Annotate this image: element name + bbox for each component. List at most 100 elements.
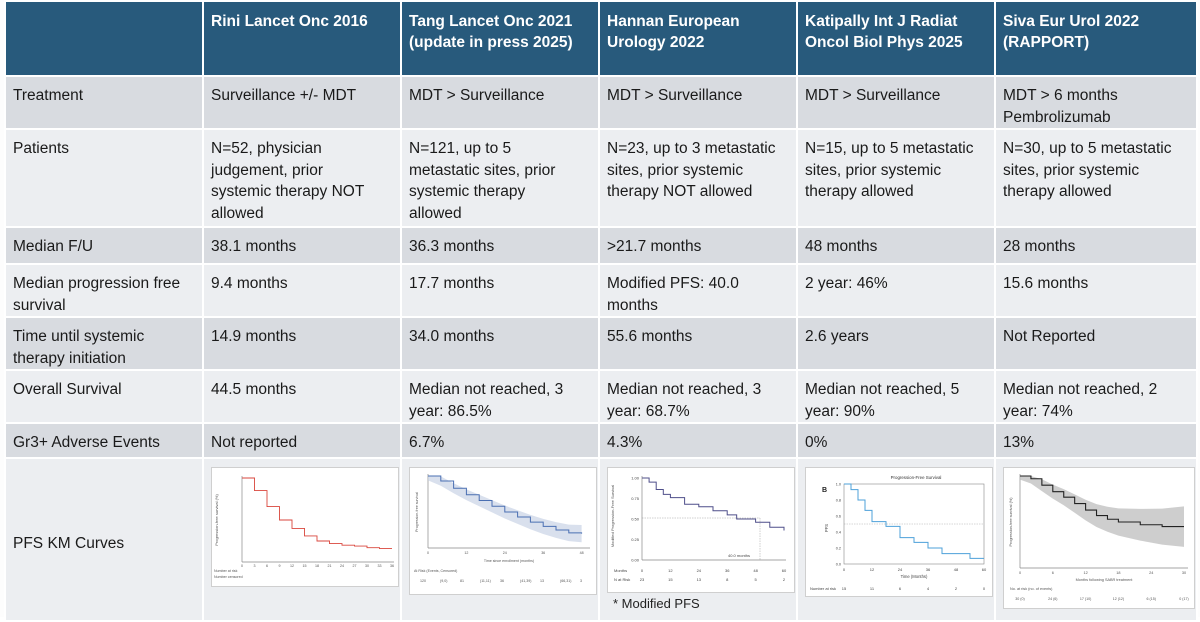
table-cell: 4.3% (598, 422, 798, 459)
risk-value: 0 (17) (1179, 597, 1188, 601)
table-cell: 48 months (796, 226, 996, 265)
tick-label: 12 (1083, 571, 1087, 575)
tick-label: 1.0 (836, 483, 841, 487)
table-cell: MDT > 6 months Pembrolizumab (994, 75, 1198, 130)
risk-value: 0 (983, 586, 986, 591)
table-cell: 34.0 months (400, 316, 600, 371)
table-cell: N=30, up to 5 metastatic sites, prior sy… (994, 128, 1198, 228)
risk-value: 8 (726, 577, 729, 582)
table-cell: 14.9 months (202, 316, 402, 371)
tick-label: 9 (279, 564, 281, 568)
risk-value: 36 (500, 579, 504, 583)
tick-label: 24 (503, 551, 507, 555)
table-cell: 55.6 months (598, 316, 798, 371)
modified-pfs-footnote: * Modified PFS (613, 596, 700, 611)
table-cell: 17.7 months (400, 263, 600, 318)
tick-label: 0.6 (836, 515, 841, 519)
km-cell-rini: Progression-free survival (%) 0 3 6 9 12 15 18… (202, 457, 402, 622)
table-row: Overall Survival 44.5 months Median not … (4, 369, 1198, 424)
tick-label: 0 (843, 567, 846, 572)
tick-label: 0.25 (631, 537, 640, 542)
row-label-patients: Patients (4, 128, 204, 228)
table-cell: Not Reported (994, 316, 1198, 371)
study-header-siva: Siva Eur Urol 2022 (RAPPORT) (994, 0, 1198, 77)
table-cell: 44.5 months (202, 369, 402, 424)
tick-label: 0.75 (631, 496, 640, 501)
risk-value: 30 (0) (1015, 597, 1024, 601)
risk-value: 2 (955, 586, 958, 591)
risk-value: 11 (870, 586, 875, 591)
axis-label-y: Modified Progression-Free Survival (610, 485, 615, 548)
tick-label: 15 (303, 564, 307, 568)
axis-label-x: Time since enrollment (months) (484, 559, 534, 563)
median-annotation: 40.0 months (728, 553, 750, 558)
table-cell: MDT > Surveillance (400, 75, 600, 130)
tick-label: 24 (697, 568, 702, 573)
table-cell: N=23, up to 3 metastatic sites, prior sy… (598, 128, 798, 228)
table-cell: Surveillance +/- MDT (202, 75, 402, 130)
table-cell: MDT > Surveillance (598, 75, 798, 130)
table-cell: 9.4 months (202, 263, 402, 318)
risk-value: 23 (640, 577, 645, 582)
risk-value: 13 (697, 577, 702, 582)
km-plot-rini: Progression-free survival (%) 0 3 6 9 12 15 18… (211, 467, 399, 587)
censored-label: Number censored (214, 575, 243, 579)
tick-label: 12 (668, 568, 673, 573)
risk-value: (41,39) (520, 579, 531, 583)
risk-value: 4 (927, 586, 930, 591)
table-cell: 6.7% (400, 422, 600, 459)
table-cell: Median not reached, 5 year: 90% (796, 369, 996, 424)
table-cell: 2.6 years (796, 316, 996, 371)
tick-label: 3 (254, 564, 256, 568)
tick-label: 36 (541, 551, 545, 555)
tick-label: 21 (328, 564, 332, 568)
table-cell: 28 months (994, 226, 1198, 265)
tick-label: 36 (725, 568, 730, 573)
row-label-median-fu: Median F/U (4, 226, 204, 265)
tick-label: 0.00 (631, 558, 640, 563)
tick-label: 0.50 (631, 517, 640, 522)
table-cell: 15.6 months (994, 263, 1198, 318)
table-row: Time until systemic therapy initiation 1… (4, 316, 1198, 371)
risk-value: 6 (15) (1147, 597, 1156, 601)
km-plot-katipally: B Progression-Free Survival PFS 1.0 0.8 0.… (805, 467, 993, 597)
km-plot-hannan: Modified Progression-Free Survival 1.00 0… (607, 467, 795, 593)
risk-label: Number at risk (214, 569, 238, 573)
tick-label: 0.8 (836, 499, 841, 503)
tick-label: 48 (954, 567, 959, 572)
tick-label: 0.4 (836, 531, 841, 535)
tick-label: 0.2 (836, 547, 841, 551)
table-cell: Not reported (202, 422, 402, 459)
study-header-katipally: Katipally Int J Radiat Oncol Biol Phys 2… (796, 0, 996, 77)
tick-label: 0.0 (836, 563, 841, 567)
risk-value: (11,11) (480, 579, 491, 583)
risk-value: (66,31) (560, 579, 571, 583)
table-cell: Median not reached, 3 year: 68.7% (598, 369, 798, 424)
tick-label: 48 (753, 568, 758, 573)
km-plot-tang: Progression-free survival 0 12 24 36 48 Time… (409, 467, 597, 595)
tick-label: 12 (870, 567, 875, 572)
axis-label-y: PFS (824, 524, 829, 532)
risk-value: 17 (10) (1080, 597, 1091, 601)
table-row: Median progression free survival 9.4 mon… (4, 263, 1198, 318)
tick-label: 18 (315, 564, 319, 568)
table-cell: >21.7 months (598, 226, 798, 265)
risk-value: (9,0) (440, 579, 447, 583)
risk-value: 5 (754, 577, 757, 582)
tick-label: 12 (464, 551, 468, 555)
tick-label: 0 (1019, 571, 1021, 575)
tick-label: 30 (1182, 571, 1186, 575)
risk-label: At Risk (Events, Censored) (414, 569, 457, 573)
axis-label-y: Progression-free survival (%) (1009, 497, 1013, 547)
km-cell-siva: Progression-free survival (%) 0 6 12 18 24 30… (994, 457, 1198, 622)
tick-label: 33 (378, 564, 382, 568)
header-row: Rini Lancet Onc 2016 Tang Lancet Onc 202… (4, 0, 1198, 77)
header-corner (4, 0, 204, 77)
table-row: Gr3+ Adverse Events Not reported 6.7% 4.… (4, 422, 1198, 459)
risk-value: 2 (783, 577, 786, 582)
table-cell: 36.3 months (400, 226, 600, 265)
km-plot-siva: Progression-free survival (%) 0 6 12 18 24 30… (1003, 467, 1195, 609)
tick-label: 0 (241, 564, 243, 568)
tick-label: 36 (390, 564, 394, 568)
risk-value: 6 (899, 586, 902, 591)
